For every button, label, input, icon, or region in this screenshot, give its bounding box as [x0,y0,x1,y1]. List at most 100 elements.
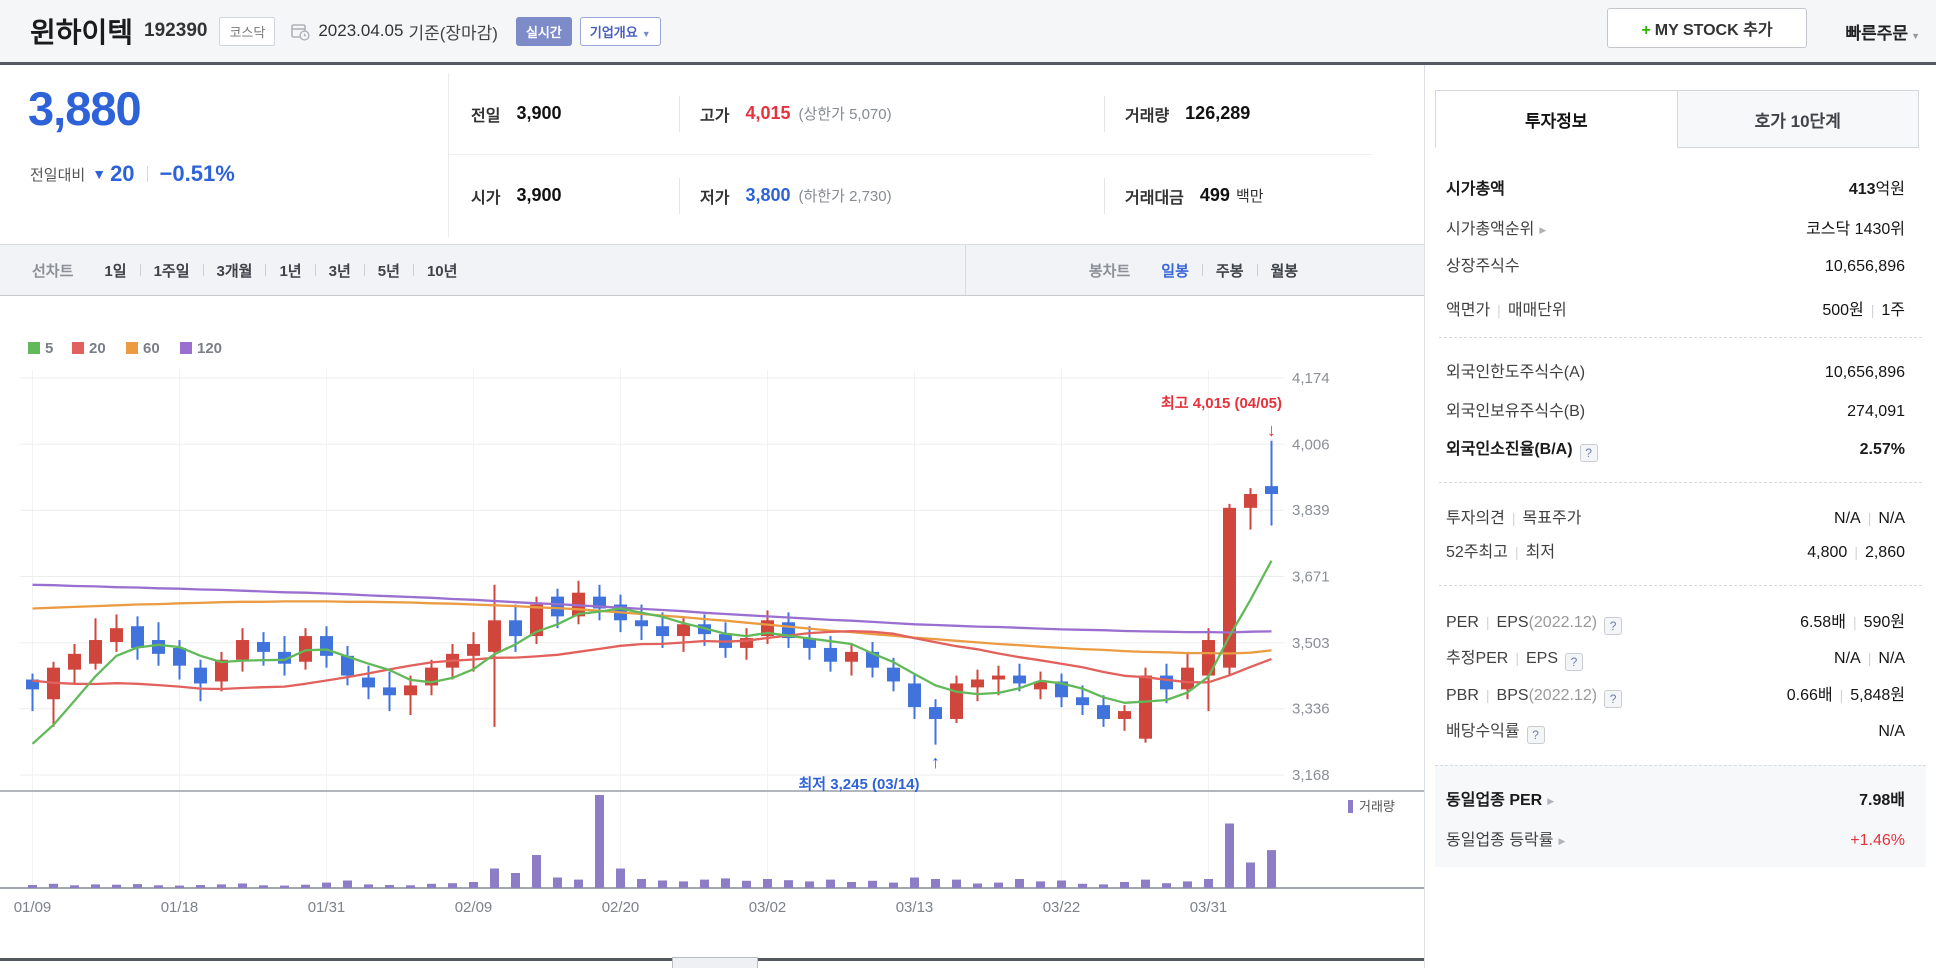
tab-period-1[interactable]: 1일 [104,262,127,280]
divider [1256,264,1258,276]
header-divider [0,62,1936,65]
investment-info-panel: 투자정보 호가 10단계 시가총액 413억원 시가총액순위 ▶ 코스닥 1430위 상장주… [1424,65,1936,968]
trade-value-unit: 백만 [1235,188,1264,205]
tab-period-5[interactable]: 3년 [328,262,351,280]
lower-limit: (하한가 2,730) [798,188,892,205]
info-value: +1.46% [1850,832,1905,849]
tab-order-book[interactable]: 호가 10단계 [1677,90,1919,148]
arrow-right-icon[interactable]: ▶ [1547,796,1555,806]
info-row: 시가총액 413억원 [1446,175,1905,205]
chart-bottom-tab-partial[interactable] [672,957,758,968]
tab-period-2[interactable]: 1주일 [153,262,190,280]
info-row: 추정PER | EPS? N/A | N/A [1446,643,1905,673]
info-label: 외국인보유주식수(B) [1446,403,1586,420]
tab-period-3[interactable]: 3개월 [216,262,253,280]
help-icon[interactable]: ? [1604,690,1623,708]
info-value: 500원 | 1주 [1822,302,1905,319]
quick-order-button[interactable]: 빠른주문 ▼ [1845,24,1920,43]
svg-text:거래량: 거래량 [1359,799,1395,814]
company-overview-button[interactable]: 기업개요 ▼ [579,16,661,46]
plus-icon: + [1641,22,1651,39]
volume-cell: 거래량 126,289 [1104,95,1251,132]
svg-text:3,839: 3,839 [1292,502,1330,519]
base-date-suffix: 기준(장마감) [408,23,498,43]
svg-text:03/22: 03/22 [1043,899,1081,916]
main-panel: 3,880 전일대비 ▼ 20 −0.51% 전일 3,900 고가 4,015… [0,65,1424,968]
industry-compare-block: 동일업종 PER ▶ 7.98배 동일업종 등락률 ▶ +1.46% [1435,765,1926,867]
svg-text:4,006: 4,006 [1292,436,1330,453]
high-cell: 고가 4,015 (상한가 5,070) [679,95,1104,132]
info-value: 10,656,896 [1824,258,1905,275]
tab-period-7[interactable]: 10년 [426,262,458,280]
info-row: 외국인소진율(B/A)? 2.57% [1446,435,1905,465]
info-value: 2.57% [1859,441,1905,458]
volume-bars [28,795,1276,888]
info-row: PBR | BPS(2022.12)? 0.66배 | 5,848원 [1446,680,1905,710]
candle-chart-label: 봉차트 [1088,262,1131,280]
base-date: 2023.04.05 [318,21,404,40]
tab-candle-2[interactable]: 주봉 [1215,262,1244,280]
svg-text:20: 20 [89,340,106,357]
info-row: 외국인보유주식수(B) 274,091 [1446,397,1905,427]
info-row: 배당수익률? N/A [1446,717,1905,747]
ma-legend: 5 20 60 120 [28,340,222,357]
info-row: 52주최고 | 최저 4,800 | 2,860 [1446,537,1905,567]
realtime-badge[interactable]: 실시간 [515,16,572,46]
table-row: 전일 3,900 고가 4,015 (상한가 5,070) 거래량 126,28… [449,73,1403,154]
info-label: 외국인한도주식수(A) [1446,364,1586,381]
help-icon[interactable]: ? [1604,617,1623,635]
info-value: 코스닥 1430위 [1806,221,1905,238]
calendar-clock-icon [291,22,310,41]
help-icon[interactable]: ? [1565,653,1583,671]
chevron-down-icon: ▼ [641,28,651,39]
info-value: 274,091 [1847,403,1905,420]
svg-text:03/13: 03/13 [896,899,934,916]
down-arrow-icon: ↓ [1267,420,1276,440]
divider [314,264,316,276]
chevron-down-icon: ▼ [1911,31,1920,41]
prev-close-value: 3,900 [516,103,562,123]
svg-text:02/20: 02/20 [602,899,640,916]
low-cell: 저가 3,800 (하한가 2,730) [679,177,1104,214]
svg-text:3,336: 3,336 [1292,701,1330,718]
help-icon[interactable]: ? [1579,444,1598,462]
x-axis-labels: 01/09 01/18 01/31 02/09 02/20 03/02 03/13 03/22… [14,899,1228,916]
tab-candle-1[interactable]: 일봉 [1161,262,1189,280]
my-stock-add-button[interactable]: + MY STOCK 추가 [1607,8,1807,48]
svg-text:03/02: 03/02 [749,899,787,916]
info-label: 배당수익률? [1446,717,1545,747]
prev-close-cell: 전일 3,900 [471,103,562,125]
info-row: 외국인한도주식수(A) 10,656,896 [1446,358,1905,388]
arrow-right-icon[interactable]: ▶ [1558,836,1566,846]
help-icon[interactable]: ? [1526,726,1545,744]
stock-code: 192390 [144,20,208,41]
volume-value: 126,289 [1185,103,1251,123]
info-label: 상장주식수 [1446,258,1520,275]
tab-period-6[interactable]: 5년 [377,262,400,280]
svg-text:60: 60 [143,340,160,357]
info-row: 동일업종 PER ▶ 7.98배 [1446,786,1905,816]
price-summary-table: 전일 3,900 고가 4,015 (상한가 5,070) 거래량 126,28… [448,73,1403,237]
table-row: 시가 3,900 저가 3,800 (하한가 2,730) 거래대금 499 백… [449,155,1403,236]
divider [139,264,141,276]
svg-text:5: 5 [45,340,53,357]
ma-lines [31,560,1273,745]
down-triangle-icon: ▼ [92,166,107,182]
ma5-line [31,560,1273,745]
tab-invest-info[interactable]: 투자정보 [1435,90,1678,148]
sidebar-tabs: 투자정보 호가 10단계 [1435,90,1919,148]
tab-candle-3[interactable]: 월봉 [1270,262,1299,280]
price-chart[interactable]: 4,174 4,006 3,839 3,671 3,503 3,336 3,168 5 20 60… [0,296,1424,958]
low-value: 3,800 [745,185,791,205]
info-row: 액면가 | 매매단위 500원 | 1주 [1446,295,1905,325]
ma120-line [32,583,1272,634]
info-label: 액면가 | 매매단위 [1446,302,1567,319]
tab-period-4[interactable]: 1년 [279,262,302,280]
divider [146,166,148,182]
price-change-row: 전일대비 ▼ 20 −0.51% [30,161,235,187]
info-value: 6.58배 | 590원 [1800,614,1905,631]
arrow-right-icon[interactable]: ▶ [1539,225,1547,235]
svg-text:01/18: 01/18 [161,899,199,916]
divider [363,264,365,276]
svg-text:03/31: 03/31 [1190,899,1228,916]
